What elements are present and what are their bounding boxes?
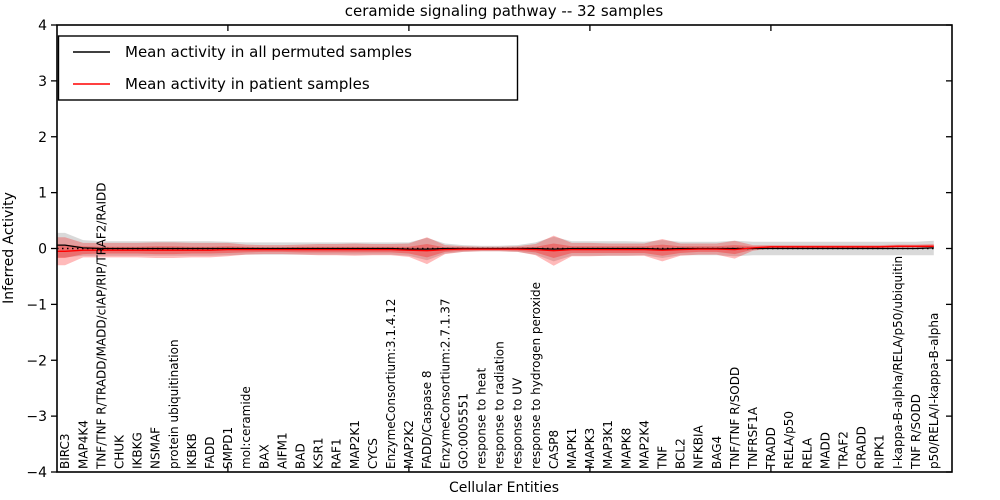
x-tick-label: IKBKG [131, 432, 145, 469]
y-tick-label: −4 [26, 465, 47, 481]
legend: Mean activity in all permuted samples Me… [57, 35, 519, 101]
plot-area: −4 −3 −2 −1 0 1 2 3 4 BIRC3 MAP4K4 TNF/TNF R/TRADD/… [26, 18, 952, 481]
y-tick-label: 4 [38, 18, 47, 34]
x-tick-label: MAP3K1 [601, 420, 615, 469]
x-tick-label: RAF1 [330, 438, 344, 469]
x-tick-label: BCL2 [674, 438, 688, 469]
x-tick-label: RELA [800, 437, 814, 469]
x-tick-label: EnzymeConsortium:2.7.1.37 [438, 298, 452, 469]
chart-title: ceramide signaling pathway -- 32 samples [345, 2, 664, 20]
x-tick-label: FADD/Caspase 8 [420, 370, 434, 469]
y-tick-label: 0 [38, 242, 47, 258]
x-tick-label: CRADD [855, 426, 869, 469]
permuted-std-band [57, 232, 934, 262]
y-tick-label: 2 [38, 130, 47, 146]
x-tick-label: SMPD1 [221, 427, 235, 469]
x-tick-label: KSR1 [312, 438, 326, 469]
x-tick-label: BAG4 [710, 436, 724, 469]
y-tick-label: −3 [26, 409, 47, 425]
x-tick-label: MADD [818, 432, 832, 469]
x-tick-label: CHUK [113, 434, 127, 469]
legend-permuted-label: Mean activity in all permuted samples [125, 43, 412, 61]
x-tick-label: TNFRSF1A [746, 406, 760, 470]
x-tick-label: MAP2K1 [348, 420, 362, 469]
x-tick-label: TNF [656, 446, 670, 470]
x-tick-label: MAP4K4 [76, 420, 90, 469]
x-tick-label: NSMAF [149, 427, 163, 469]
x-tick-label: mol:ceramide [239, 386, 253, 469]
x-tick-label: GO:0005551 [456, 393, 470, 469]
x-tick-label: MAPK8 [619, 428, 633, 469]
y-tick-label: −2 [26, 353, 47, 369]
x-tick-label: TNF/TNF R/TRADD/MADD/cIAP/RIP/TRAF2/RAID… [94, 183, 108, 471]
x-tick-label: MAPK3 [583, 428, 597, 469]
x-tick-label: NFKBIA [692, 424, 706, 469]
x-tick-label: BAD [294, 443, 308, 469]
x-tick-label: IKBKB [185, 433, 199, 469]
x-tick-label: protein ubiquitination [167, 339, 181, 469]
x-tick-label: MAPK1 [565, 428, 579, 469]
legend-box [57, 35, 519, 101]
legend-patient-label: Mean activity in patient samples [125, 75, 370, 93]
x-tick-label: p50/RELA/I-kappa-B-alpha [927, 313, 941, 469]
x-tick-label: RELA/p50 [782, 411, 796, 469]
patient-inner-band [57, 243, 934, 258]
x-tick-label: TNF/TNF R/SODD [728, 367, 742, 470]
x-tick-label: response to UV [511, 377, 525, 469]
x-tick-label: BIRC3 [58, 433, 72, 469]
x-tick-label: MAP2K2 [402, 420, 416, 469]
y-tick-label: 1 [38, 186, 47, 202]
x-tick-label: CASP8 [547, 430, 561, 469]
x-tick-label: I-kappa-B-alpha/RELA/p50/ubiquitin [891, 256, 905, 469]
y-tick-label: −1 [26, 297, 47, 313]
x-tick-label: AIFM1 [275, 432, 289, 469]
x-axis-label: Cellular Entities [449, 480, 559, 496]
x-tick-label: BAX [257, 444, 271, 469]
x-tick-label: response to radiation [493, 341, 507, 469]
x-tick-label: CYCS [366, 438, 380, 469]
x-tick-label: response to heat [475, 367, 489, 469]
patient-mean-line [57, 245, 934, 252]
y-tick-label: 3 [38, 74, 47, 90]
patient-std-band [57, 235, 934, 266]
x-tick-label: EnzymeConsortium:3.1.4.12 [384, 298, 398, 469]
x-tick-label: RIPK1 [873, 434, 887, 469]
x-tick-label: TRAF2 [837, 431, 851, 470]
x-tick-label: TNF R/SODD [909, 394, 923, 470]
x-tick-label: FADD [203, 437, 217, 470]
x-tick-label: response to hydrogen peroxide [529, 282, 543, 469]
y-axis-label: Inferred Activity [1, 192, 17, 304]
x-tick-label: MAP2K4 [637, 420, 651, 469]
x-tick-label: TRADD [764, 427, 778, 470]
plot-border [56, 24, 953, 473]
